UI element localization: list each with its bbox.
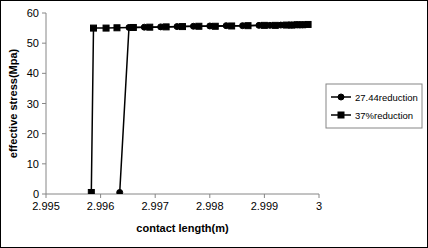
data-point (163, 24, 169, 30)
data-point (91, 25, 97, 31)
y-tick (42, 43, 46, 44)
y-tick-label: 60 (27, 7, 39, 19)
x-tick (100, 194, 101, 198)
y-tick-label: 40 (27, 67, 39, 79)
y-tick (42, 133, 46, 134)
y-axis-label: effective stress(Mpa) (7, 48, 19, 158)
data-point (212, 23, 218, 29)
data-point (147, 24, 153, 30)
x-axis-label: contact length(m) (136, 222, 229, 234)
series-line (120, 25, 303, 193)
data-point (180, 24, 186, 30)
data-point (114, 25, 120, 31)
x-tick (209, 194, 210, 198)
y-tick-label: 50 (27, 37, 39, 49)
data-point (272, 22, 278, 28)
chart: 0 10 20 30 40 50 60 2.995 2.996 2.997 2.998 2.999 3 c… (0, 0, 428, 248)
x-tick-label: 2.997 (141, 200, 169, 212)
x-tick (155, 194, 156, 198)
legend-box (326, 84, 422, 128)
data-point (117, 189, 123, 194)
y-tick-label: 20 (27, 128, 39, 140)
legend-marker (338, 112, 344, 118)
legend-label: 27.44reduction (355, 92, 418, 103)
data-point (245, 23, 251, 29)
legend: 27.44reduction 37%reduction (326, 84, 422, 128)
y-tick (42, 194, 46, 195)
x-tick-label: 2.998 (196, 200, 224, 212)
data-point (196, 23, 202, 29)
plot-area (88, 21, 311, 194)
x-tick-label: 2.995 (32, 200, 60, 212)
x-tick (264, 194, 265, 198)
x-tick-label: 2.999 (251, 200, 279, 212)
y-tick (42, 13, 46, 14)
data-point (305, 21, 311, 27)
x-axis (46, 194, 319, 195)
x-tick-label: 3 (316, 200, 322, 212)
chart-frame (1, 1, 428, 248)
x-tick (46, 194, 47, 198)
data-point (130, 24, 136, 30)
data-point (103, 25, 109, 31)
data-point (261, 22, 267, 28)
legend-label: 37%reduction (355, 110, 413, 121)
data-point (88, 189, 94, 194)
y-tick (42, 103, 46, 104)
y-tick-label: 10 (27, 158, 39, 170)
x-tick-label: 2.996 (87, 200, 115, 212)
y-tick (42, 73, 46, 74)
legend-marker (338, 94, 344, 100)
y-tick-label: 0 (33, 188, 39, 200)
data-point (229, 23, 235, 29)
y-tick (42, 163, 46, 164)
y-tick-label: 30 (27, 98, 39, 110)
x-tick (319, 194, 320, 198)
series-line (91, 24, 308, 192)
